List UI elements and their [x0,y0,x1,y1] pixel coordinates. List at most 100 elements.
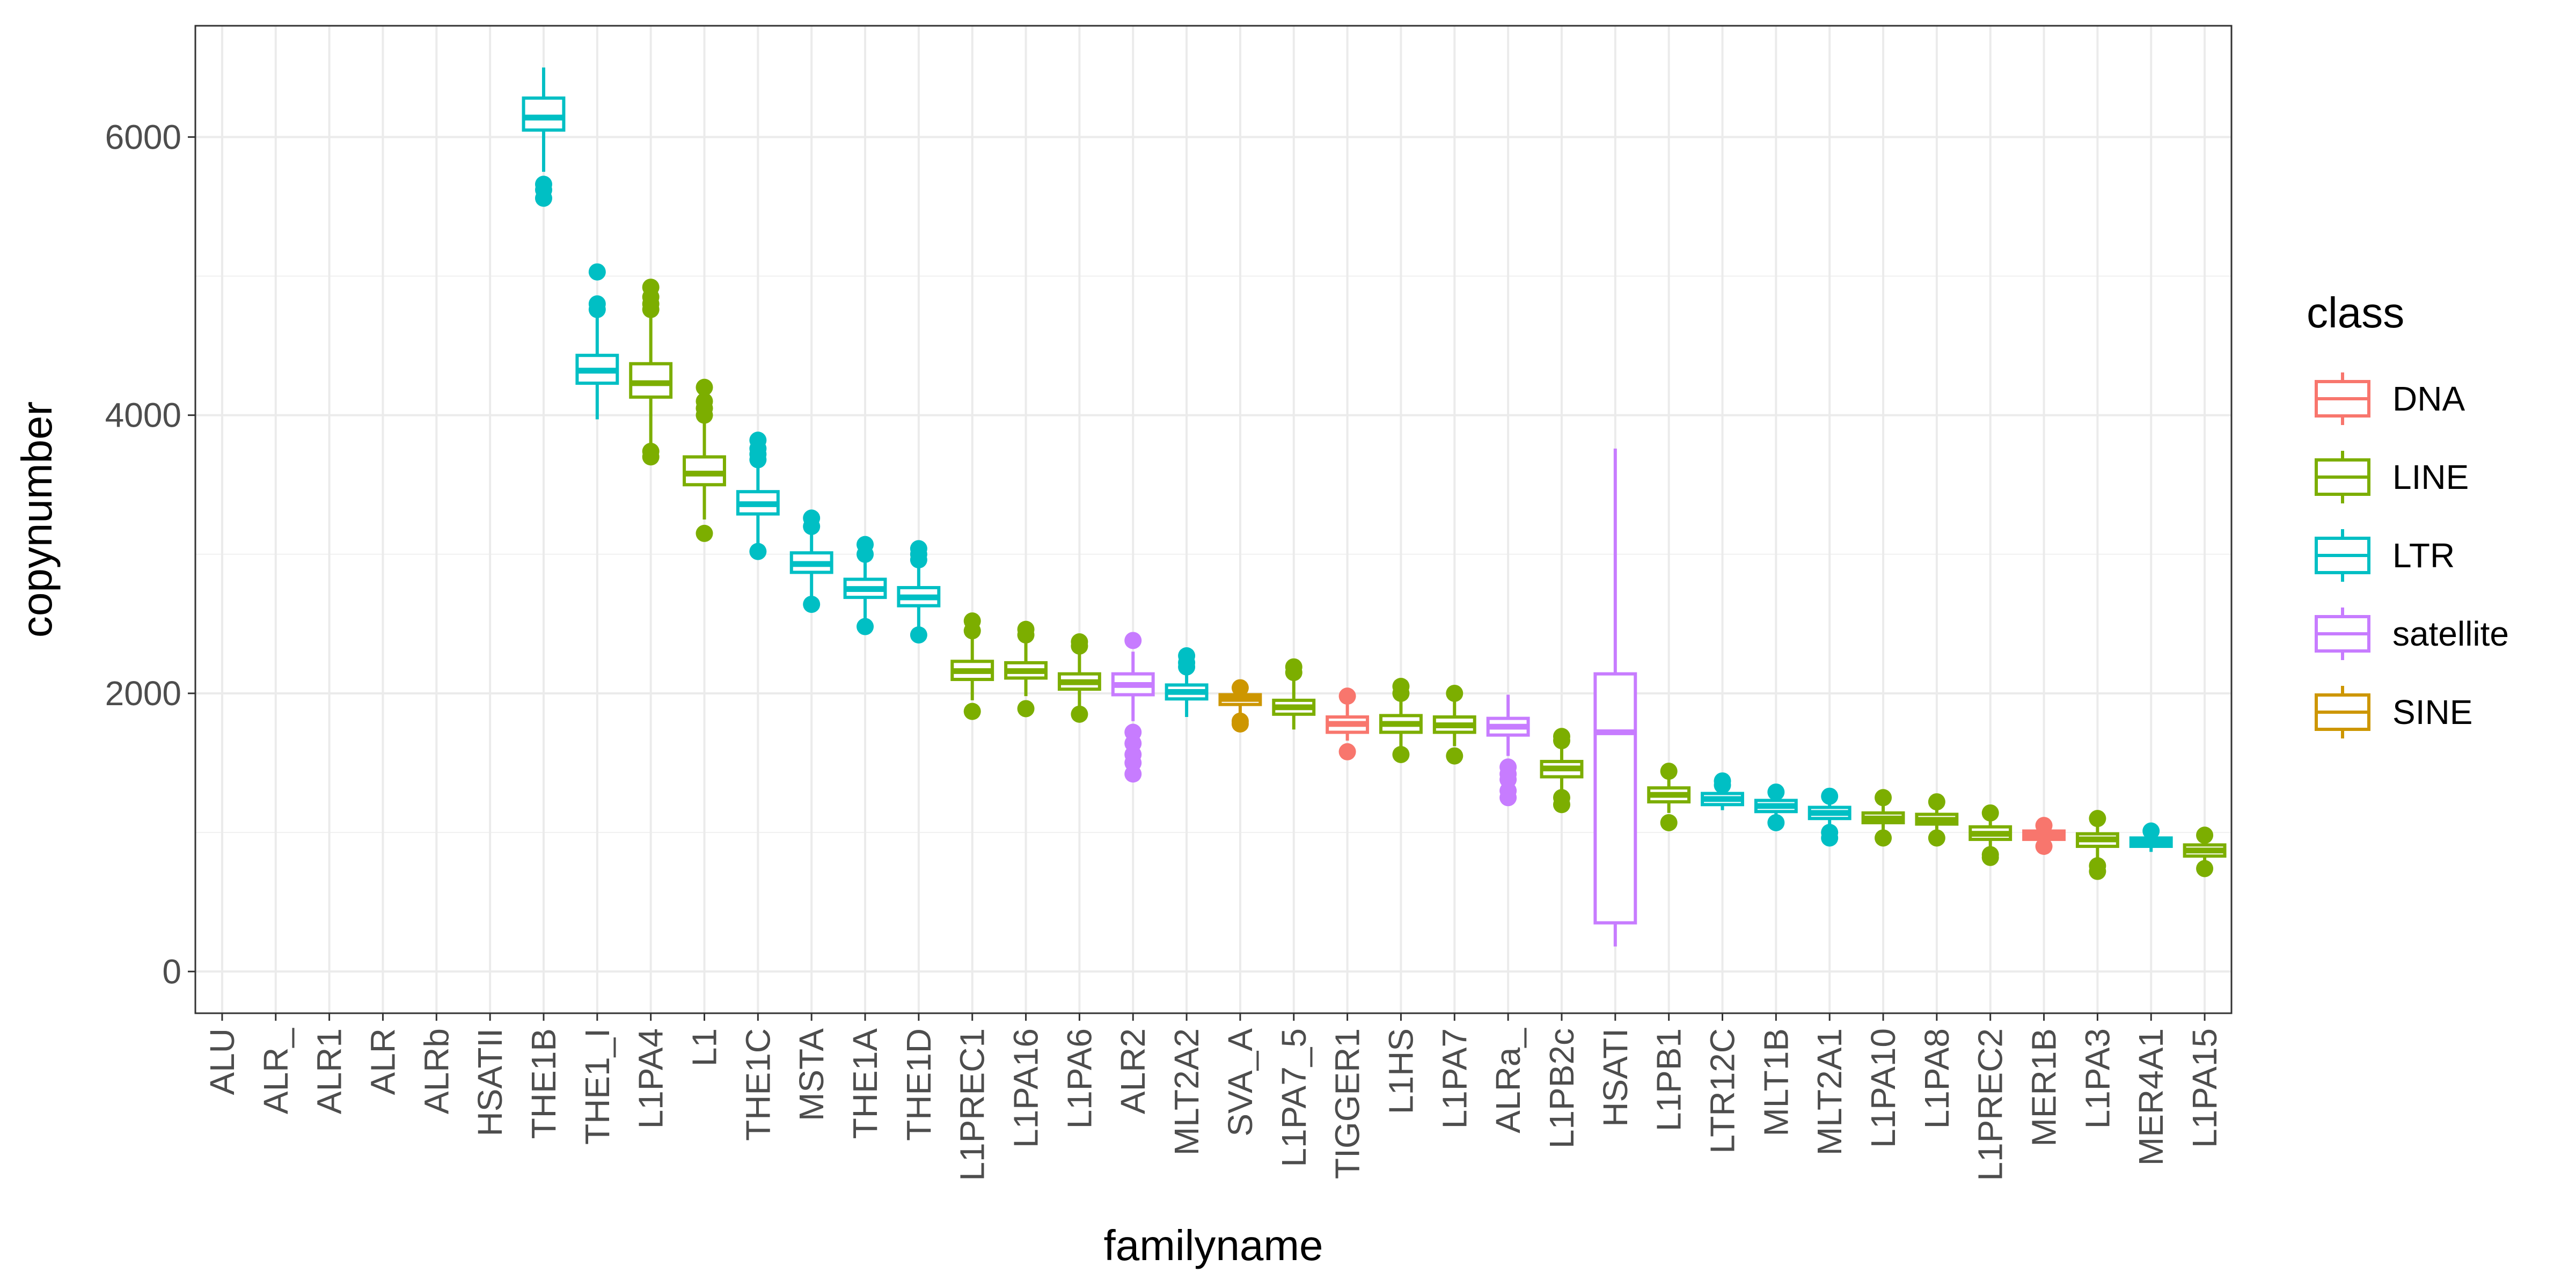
legend: class DNA LINE LTR satellite SINE [2307,289,2509,738]
outlier-point [2196,860,2214,877]
outlier-point [1231,712,1249,730]
outlier-point [1553,728,1570,745]
legend-label: LINE [2392,458,2469,496]
x-tick-label: ALU [203,1028,241,1095]
x-tick-label: TIGGER1 [1328,1028,1367,1179]
outlier-point [1660,814,1678,831]
x-tick-label: THE1A [846,1028,884,1139]
outlier-point [1071,705,1088,723]
box-iqr [1593,672,1637,925]
x-tick-label: MER1B [2025,1028,2063,1147]
x-tick-label: MLT1B [1757,1028,1795,1137]
outlier-point [857,536,874,553]
outlier-point [1928,829,1945,847]
legend-key-LINE [2315,451,2370,503]
outlier-point [2142,822,2160,840]
x-tick-label: L1PA16 [1007,1028,1045,1148]
outlier-point [642,443,660,460]
legend-key-SINE [2315,686,2370,738]
outlier-point [1071,633,1088,651]
box-HSATI [1593,448,1637,947]
outlier-point [588,263,606,281]
x-tick-label: THE1B [524,1028,563,1139]
box-ALRa_ [1486,694,1530,807]
box-L1PB2c [1540,728,1584,814]
outlier-point [1821,824,1839,841]
outlier-point [1285,658,1302,676]
outlier-point [910,626,927,644]
outlier-point [749,543,767,560]
outlier-point [1553,789,1570,807]
box-L1PA16 [1004,620,1048,718]
y-tick-label: 0 [162,952,181,991]
outlier-point [642,279,660,296]
box-THE1_I [575,263,619,420]
x-tick-label: L1 [685,1028,724,1066]
outlier-point [1446,684,1463,702]
outlier-point [1981,846,1999,863]
box-THE1B [522,67,566,207]
box-THE1D [897,540,941,644]
box-TIGGER1 [1326,687,1370,760]
outlier-point [963,612,981,630]
box-L1PREC2 [1968,804,2012,866]
box-L1HS [1379,677,1423,763]
x-axis-title: familyname [1103,1221,1323,1269]
legend-label: DNA [2392,379,2465,418]
outlier-point [1446,747,1463,765]
outlier-point [1767,783,1785,801]
x-axis: ALU ALR_ ALR1 ALR ALRb HSATII THE1B THE1_I L1PA4… [203,1013,2224,1181]
outlier-point [1821,787,1839,805]
box-L1PB1 [1647,763,1691,831]
outlier-point [1981,804,1999,822]
x-tick-label: L1PA8 [1918,1028,1956,1129]
x-tick-label: L1PA6 [1060,1028,1099,1129]
outlier-point [1178,647,1196,664]
y-tick-label: 2000 [105,674,181,713]
x-tick-label: LTR12C [1703,1028,1742,1154]
box-L1PA10 [1861,789,1905,847]
outlier-point [1338,743,1356,760]
legend-label: satellite [2392,614,2509,653]
outlier-point [1714,772,1731,790]
box-MER1B [2022,817,2066,855]
panel-background [195,26,2231,1013]
box-MLT2A1 [1807,787,1851,847]
box-L1PA7 [1432,684,1476,765]
outlier-point [535,175,552,193]
x-tick-label: THE1C [738,1028,777,1141]
y-tick-label: 6000 [105,118,181,156]
outlier-point [1660,763,1678,780]
box-MER4A1 [2129,822,2173,852]
x-tick-label: THE1_I [578,1028,617,1145]
x-tick-label: L1PA4 [632,1028,670,1129]
box-ALR2 [1111,632,1155,783]
outlier-point [1499,758,1517,776]
legend-key-satellite [2315,608,2370,660]
outlier-point [2089,857,2106,875]
outlier-point [1875,829,1892,847]
x-tick-label: L1PB1 [1650,1028,1688,1131]
x-tick-label: L1PA3 [2078,1028,2117,1129]
legend-label: LTR [2392,536,2455,575]
outlier-point [1124,632,1142,649]
legend-label: SINE [2392,693,2472,731]
panel-border [194,25,2233,1014]
x-tick-label: ALR [363,1028,402,1095]
box-MLT2A2 [1165,647,1209,717]
y-axis-title: copynumber [13,401,61,638]
outlier-point [1767,814,1785,831]
outlier-point [1875,789,1892,807]
panel [194,25,2233,1014]
x-tick-label: L1PREC2 [1971,1028,2010,1181]
box-L1PA15 [2183,826,2227,877]
x-tick-label: MER4A1 [2132,1028,2170,1166]
box-MLT1B [1754,783,1798,831]
y-tick-label: 4000 [105,396,181,435]
outlier-point [1231,679,1249,697]
outlier-point [2089,810,2106,828]
outlier-point [1392,677,1410,695]
outlier-point [1928,793,1945,811]
outlier-point [1124,723,1142,741]
